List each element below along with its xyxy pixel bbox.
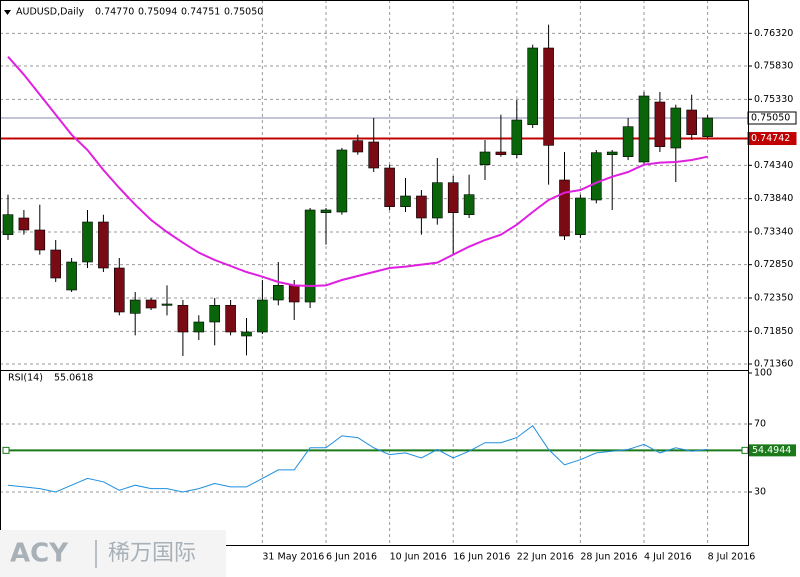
moving-average	[7, 56, 708, 288]
price-label: 0.75050	[751, 113, 790, 124]
y-tick-label: 0.76320	[754, 28, 793, 39]
candle-body	[2, 214, 14, 235]
y-tick-label: 0.73340	[754, 227, 793, 238]
rsi-value: 55.0618	[54, 373, 93, 384]
candle-body	[447, 182, 459, 213]
rsi-line	[7, 424, 708, 493]
candle-body	[638, 95, 650, 163]
candle-body	[416, 195, 427, 219]
candle-body	[18, 217, 30, 231]
candle-body	[527, 47, 539, 125]
candle-body	[654, 101, 666, 147]
candle-body	[670, 107, 682, 149]
candle-body	[129, 299, 141, 314]
level-handle	[2, 446, 10, 454]
high-label: 0.75094	[138, 7, 177, 18]
y-tick-label: 0.75830	[754, 61, 793, 72]
close-label: 0.75050	[224, 7, 263, 18]
symbol-title: AUDUSD,Daily	[16, 7, 85, 18]
candle-body	[575, 197, 586, 235]
x-tick-label: 28 Jun 2016	[580, 552, 637, 563]
candle-body	[622, 126, 634, 157]
watermark-name: 稀万国际	[108, 541, 196, 566]
candle-body	[384, 167, 395, 207]
x-tick-label: 31 May 2016	[262, 552, 324, 563]
x-tick-label: 16 Jun 2016	[453, 552, 510, 563]
candle-body	[272, 285, 284, 301]
candle-body	[209, 305, 220, 323]
price-label: 0.74742	[751, 133, 790, 144]
candle-body	[177, 305, 189, 333]
rsi-title: RSI(14)	[8, 373, 43, 384]
watermark: ACY 稀万国际	[0, 530, 226, 577]
open-label: 0.74770	[95, 7, 134, 18]
candle-body	[114, 267, 125, 313]
level-handle	[741, 446, 749, 454]
candle-body	[225, 305, 236, 333]
y-tick-label: 30	[754, 487, 766, 498]
candle-body	[463, 194, 475, 215]
candle-body	[193, 321, 205, 333]
candle-body	[495, 151, 507, 155]
y-tick-label: 0.74340	[754, 160, 793, 171]
y-tick-label: 0.71360	[754, 359, 793, 370]
y-tick-label: 0.72350	[754, 293, 793, 304]
y-tick-label: 70	[754, 419, 766, 430]
candle-body	[368, 141, 380, 169]
candle-body	[98, 221, 109, 269]
candle-body	[241, 331, 252, 337]
candle-body	[400, 195, 411, 207]
candle-body	[511, 119, 523, 155]
y-tick-label: 0.72850	[754, 259, 793, 270]
y-tick-label: 0.71850	[754, 326, 793, 337]
candle-body	[352, 140, 364, 153]
x-tick-label: 4 Jul 2016	[644, 552, 692, 563]
candle-body	[161, 303, 173, 306]
candle-body	[257, 299, 268, 333]
candle-body	[145, 299, 157, 309]
plot-frame	[0, 0, 749, 546]
watermark-box	[0, 530, 226, 577]
candle-body	[479, 151, 491, 165]
x-tick-label: 10 Jun 2016	[390, 552, 447, 563]
level-label-box	[748, 444, 796, 457]
level-label: 54.4944	[752, 445, 791, 456]
candle-body	[320, 209, 332, 213]
candle-body	[559, 179, 570, 237]
candle-body	[606, 151, 618, 155]
candle-body	[50, 249, 62, 279]
candle-body	[590, 152, 602, 201]
menu-arrow	[4, 10, 11, 15]
low-label: 0.74751	[181, 7, 220, 18]
x-tick-label: 22 Jun 2016	[517, 552, 574, 563]
header: AUDUSD,Daily 0.74770 0.75094 0.74751 0.7…	[4, 7, 263, 384]
candle-body	[34, 229, 46, 251]
x-tick-label: 8 Jul 2016	[708, 552, 756, 563]
y-tick-label: 100	[754, 368, 772, 379]
candle-body	[543, 47, 554, 146]
y-tick-label: 0.73840	[754, 193, 793, 204]
y-tick-label: 0.75330	[754, 94, 793, 105]
candle-body	[702, 117, 713, 137]
watermark-brand: ACY	[10, 539, 69, 569]
candle-body	[288, 285, 300, 303]
candle-body	[686, 109, 698, 135]
candle-body	[304, 209, 316, 303]
x-tick-label: 6 Jun 2016	[326, 552, 377, 563]
candle-body	[431, 182, 443, 219]
candle-body	[66, 261, 77, 291]
candle-body	[336, 149, 348, 213]
candle-body	[82, 221, 93, 263]
